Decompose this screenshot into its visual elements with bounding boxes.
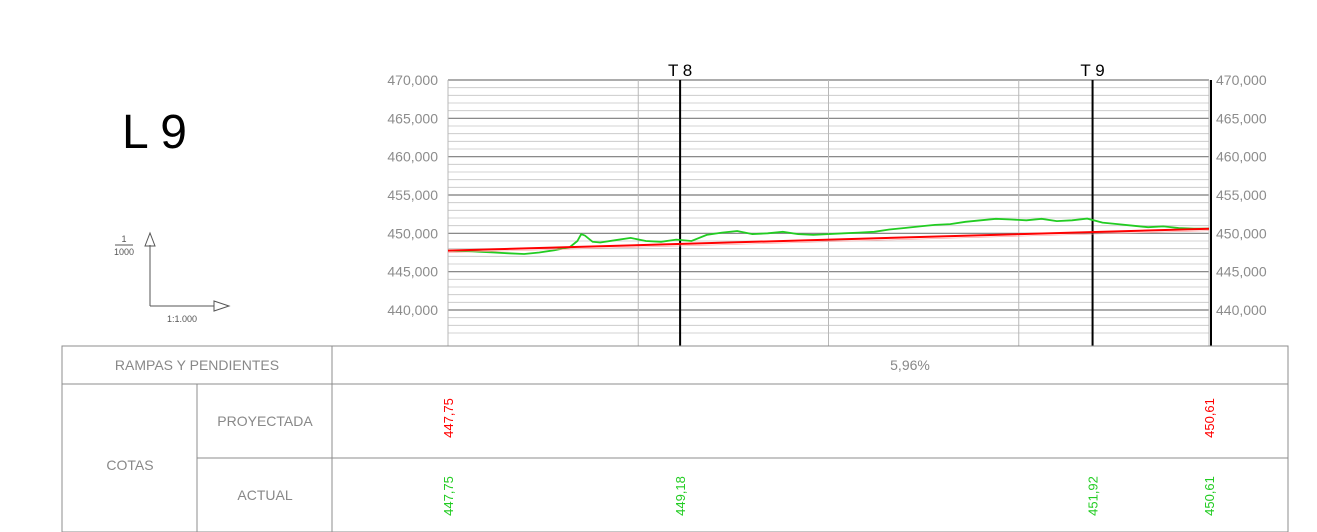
scale-fraction-numerator: 1 [121, 234, 126, 244]
y-tick-label-left: 455,000 [387, 187, 438, 203]
profile-grid [447, 79, 1212, 346]
actual-values: 447,75 449,18 451,92 450,61 [441, 476, 1217, 516]
actual-value: 451,92 [1086, 476, 1101, 516]
y-tick-label-right: 465,000 [1216, 110, 1267, 126]
y-tick-label-left: 450,000 [387, 225, 438, 241]
sheet-title: L 9 [122, 106, 187, 159]
y-tick-label-right: 440,000 [1216, 302, 1267, 318]
elevation-axis-left: 470,000 465,000 460,000 455,000 450,000 445,0… [387, 72, 438, 318]
scale-symbol: 1 1000 1:1.000 [114, 231, 231, 324]
y-tick-label-right: 455,000 [1216, 187, 1267, 203]
y-tick-label-left: 465,000 [387, 110, 438, 126]
scale-axes-icon [144, 231, 231, 312]
y-tick-label-right: 450,000 [1216, 225, 1267, 241]
actual-label: ACTUAL [237, 487, 292, 503]
projected-grade-shadow [447, 230, 1210, 253]
actual-value: 447,75 [441, 476, 456, 516]
rampas-label: RAMPAS Y PENDIENTES [115, 357, 279, 373]
y-tick-label-left: 470,000 [387, 72, 438, 88]
station-marker-label: T 8 [668, 61, 692, 80]
y-tick-label-left: 440,000 [387, 302, 438, 318]
actual-value: 449,18 [673, 476, 688, 516]
y-tick-label-left: 460,000 [387, 149, 438, 165]
station-markers: T 8 T 9 [668, 61, 1105, 346]
rampas-value: 5,96% [890, 357, 930, 373]
cotas-label: COTAS [106, 457, 153, 473]
y-tick-label-right: 445,000 [1216, 264, 1267, 280]
y-tick-label-right: 460,000 [1216, 149, 1267, 165]
actual-terrain-line [447, 217, 1209, 255]
proyectada-label: PROYECTADA [217, 413, 313, 429]
actual-value: 450,61 [1202, 476, 1217, 516]
y-tick-label-right: 470,000 [1216, 72, 1267, 88]
scale-label: 1:1.000 [167, 314, 197, 324]
scale-fraction-denominator: 1000 [114, 247, 134, 257]
proyectada-value: 447,75 [441, 398, 456, 438]
station-marker-label: T 9 [1080, 61, 1104, 80]
data-table [61, 345, 1289, 532]
y-tick-label-left: 445,000 [387, 264, 438, 280]
proyectada-values: 447,75 450,61 [441, 398, 1217, 438]
elevation-axis-right: 470,000 465,000 460,000 455,000 450,000 445,0… [1216, 72, 1267, 318]
proyectada-value: 450,61 [1202, 398, 1217, 438]
profile-lines [447, 217, 1210, 255]
projected-grade-line [447, 227, 1210, 252]
